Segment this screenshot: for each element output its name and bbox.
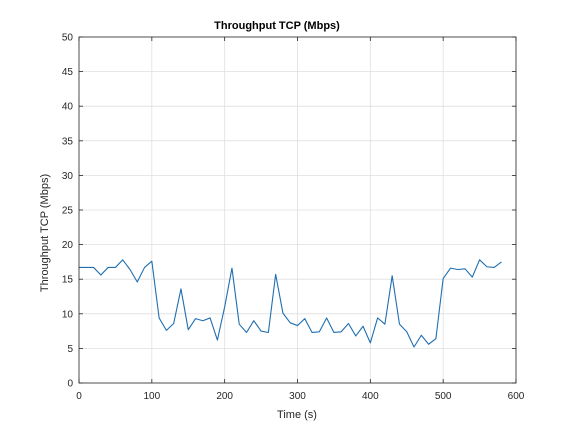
x-tick-label: 300 (289, 391, 306, 402)
x-tick-label: 100 (143, 391, 160, 402)
y-tick-label: 25 (62, 206, 74, 217)
y-tick-label: 15 (62, 275, 74, 286)
x-tick-label: 600 (508, 391, 525, 402)
x-tick-label: 400 (362, 391, 379, 402)
y-tick-label: 45 (62, 67, 74, 78)
x-axis-ticks: 0 100 200 300 400 500 600 (76, 37, 525, 402)
y-tick-label: 35 (62, 136, 74, 147)
y-tick-label: 10 (62, 309, 74, 320)
y-tick-label: 5 (67, 344, 73, 355)
y-tick-label: 30 (62, 171, 74, 182)
chart-title: Throughput TCP (Mbps) (214, 20, 340, 32)
series-line-1 (79, 259, 502, 348)
y-tick-label: 50 (62, 33, 74, 44)
x-tick-label: 200 (216, 391, 233, 402)
x-axis-label: Time (s) (277, 409, 317, 421)
y-tick-label: 40 (62, 102, 74, 113)
series-group (79, 259, 502, 348)
y-axis-label: Throughput TCP (Mbps) (39, 174, 51, 292)
y-axis-ticks: 0 5 10 15 20 25 30 35 40 45 50 (62, 33, 516, 390)
y-tick-label: 0 (67, 379, 73, 390)
x-tick-label: 500 (435, 391, 452, 402)
x-tick-label: 0 (76, 391, 82, 402)
y-tick-label: 20 (62, 240, 74, 251)
